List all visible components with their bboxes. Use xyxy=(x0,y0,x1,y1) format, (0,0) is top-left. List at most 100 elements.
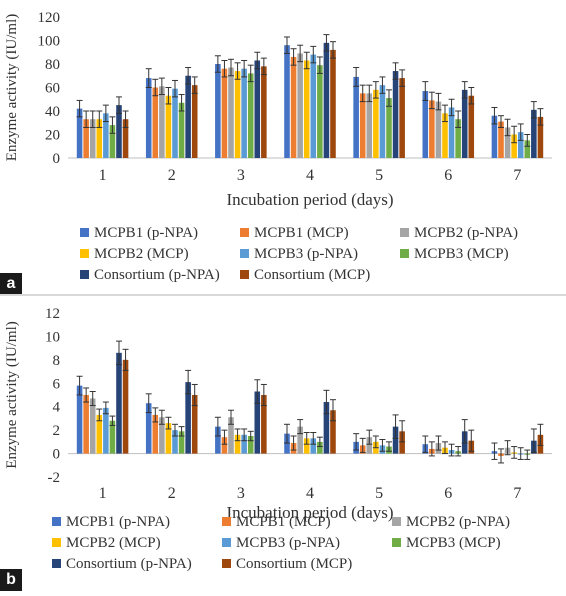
y-tick-label: 0 xyxy=(53,151,61,167)
bar-mcpb1-p-npa--day-6 xyxy=(422,91,429,158)
y-tick-label: 4 xyxy=(53,400,61,416)
bar-mcpb1-mcp--day-4 xyxy=(290,56,297,159)
bar-mcpb2-p-npa--day-7 xyxy=(504,127,511,158)
bar-consortium-mcp--day-3 xyxy=(261,395,267,454)
legend-label: Consortium (MCP) xyxy=(236,556,352,572)
legend-swatch xyxy=(400,249,409,258)
y-tick-label: 12 xyxy=(45,306,60,322)
legend-label: MCPB2 (MCP) xyxy=(66,535,161,551)
legend-label: Consortium (MCP) xyxy=(254,267,370,283)
bar-mcpb1-mcp--day-2 xyxy=(152,414,159,454)
bar-mcpb2-p-npa--day-4 xyxy=(297,426,303,454)
bar-mcpb2-p-npa--day-2 xyxy=(159,417,165,454)
bar-consortium-mcp--day-2 xyxy=(191,85,198,158)
legend-swatch xyxy=(400,228,409,237)
bar-mcpb3-mcp--day-5 xyxy=(386,98,392,158)
bar-mcpb2-p-npa--day-4 xyxy=(297,53,303,158)
bar-consortium-mcp--day-2 xyxy=(191,395,198,454)
y-tick-label: 2 xyxy=(53,423,61,439)
legend-swatch xyxy=(80,228,89,237)
bar-consortium-p-npa--day-4 xyxy=(323,402,330,454)
bar-consortium-mcp--day-5 xyxy=(399,431,405,454)
bar-mcpb3-p-npa--day-6 xyxy=(448,107,455,158)
bar-mcpb1-mcp--day-3 xyxy=(221,68,228,158)
legend-label: MCPB1 (p-NPA) xyxy=(66,514,170,530)
y-tick-label: 100 xyxy=(38,34,61,50)
x-tick-label: 4 xyxy=(306,485,314,502)
legend-swatch xyxy=(222,538,231,547)
bar-mcpb1-p-npa--day-4 xyxy=(284,45,290,159)
bar-consortium-p-npa--day-1 xyxy=(116,352,122,454)
bar-mcpb3-mcp--day-3 xyxy=(247,73,254,158)
chart-panel-b: -2 0 2 4 6 8 10 12 1 2 3 4 5 6 7 Incubation period (day… xyxy=(0,296,566,591)
bar-mcpb2-p-npa--day-5 xyxy=(366,93,373,158)
bar-mcpb3-p-npa--day-5 xyxy=(379,85,386,158)
chart-a-svg: 0 20 40 60 80 100 120 1 2 3 4 5 6 7 Incubation period … xyxy=(4,10,552,283)
legend-swatch xyxy=(52,538,61,547)
legend-swatch xyxy=(240,270,249,279)
bar-consortium-p-npa--day-5 xyxy=(392,426,399,454)
bar-consortium-p-npa--day-1 xyxy=(116,105,122,158)
bar-mcpb2-mcp--day-3 xyxy=(234,434,241,454)
bar-mcpb3-mcp--day-2 xyxy=(178,431,185,454)
bar-mcpb2-mcp--day-2 xyxy=(165,423,172,454)
y-tick-label: 20 xyxy=(45,128,60,144)
y-axis-title: Enzyme activity (IU/ml) xyxy=(4,14,20,161)
bar-mcpb1-p-npa--day-5 xyxy=(353,76,359,158)
bar-mcpb3-p-npa--day-2 xyxy=(172,430,178,454)
bar-mcpb3-mcp--day-4 xyxy=(317,441,323,454)
bar-mcpb1-p-npa--day-2 xyxy=(145,78,152,158)
bar-mcpb3-mcp--day-7 xyxy=(524,140,531,158)
bar-mcpb3-p-npa--day-4 xyxy=(310,54,317,158)
bar-mcpb2-p-npa--day-5 xyxy=(366,437,373,454)
bar-mcpb1-p-npa--day-4 xyxy=(284,433,290,454)
bar-mcpb1-p-npa--day-1 xyxy=(76,108,83,158)
legend-label: MCPB2 (p-NPA) xyxy=(414,225,518,241)
x-tick-label: 3 xyxy=(237,167,245,184)
bar-mcpb3-p-npa--day-3 xyxy=(241,68,247,158)
legend-label: MCPB3 (p-NPA) xyxy=(254,246,358,262)
y-tick-label: 10 xyxy=(45,329,60,345)
x-tick-label: 6 xyxy=(444,167,452,184)
bar-consortium-mcp--day-3 xyxy=(261,66,267,158)
y-tick-label: 40 xyxy=(45,104,60,120)
bar-mcpb3-p-npa--day-7 xyxy=(517,132,524,158)
legend-label: Consortium (p-NPA) xyxy=(94,267,220,283)
bar-mcpb2-mcp--day-1 xyxy=(96,119,103,158)
bar-mcpb3-mcp--day-2 xyxy=(178,102,185,158)
x-tick-label: 7 xyxy=(513,167,521,184)
x-tick-label: 5 xyxy=(375,485,383,502)
legend-swatch xyxy=(80,249,89,258)
bar-consortium-p-npa--day-4 xyxy=(323,42,330,158)
bar-consortium-mcp--day-5 xyxy=(399,78,405,158)
x-tick-label: 1 xyxy=(99,485,107,502)
x-tick-label: 3 xyxy=(237,485,245,502)
bar-consortium-p-npa--day-3 xyxy=(254,391,261,454)
bar-mcpb2-mcp--day-2 xyxy=(165,95,172,158)
bar-mcpb2-p-npa--day-6 xyxy=(435,101,442,158)
bar-mcpb3-p-npa--day-3 xyxy=(241,434,247,454)
y-tick-label: 6 xyxy=(53,376,61,392)
x-tick-label: 4 xyxy=(306,167,314,184)
panel-divider xyxy=(0,294,566,296)
bar-mcpb2-p-npa--day-3 xyxy=(228,417,234,454)
bar-mcpb2-mcp--day-3 xyxy=(234,71,241,158)
bar-mcpb3-p-npa--day-2 xyxy=(172,88,178,158)
bar-consortium-p-npa--day-6 xyxy=(461,89,468,158)
bar-mcpb1-mcp--day-3 xyxy=(221,437,228,454)
bar-mcpb3-p-npa--day-4 xyxy=(310,438,317,454)
bar-mcpb1-p-npa--day-7 xyxy=(491,115,498,158)
bar-consortium-mcp--day-1 xyxy=(122,119,129,158)
bar-mcpb3-mcp--day-4 xyxy=(317,65,323,158)
bar-mcpb2-mcp--day-5 xyxy=(373,89,379,158)
legend-swatch xyxy=(392,517,401,526)
x-tick-label: 7 xyxy=(513,485,521,502)
bar-mcpb2-p-npa--day-2 xyxy=(159,86,165,158)
bar-consortium-mcp--day-4 xyxy=(330,410,336,454)
bar-consortium-mcp--day-4 xyxy=(330,49,336,158)
legend-swatch xyxy=(392,538,401,547)
x-tick-label: 6 xyxy=(444,485,452,502)
bar-mcpb3-p-npa--day-1 xyxy=(103,407,109,454)
bar-consortium-p-npa--day-2 xyxy=(185,382,191,454)
bar-mcpb1-p-npa--day-3 xyxy=(215,426,221,454)
